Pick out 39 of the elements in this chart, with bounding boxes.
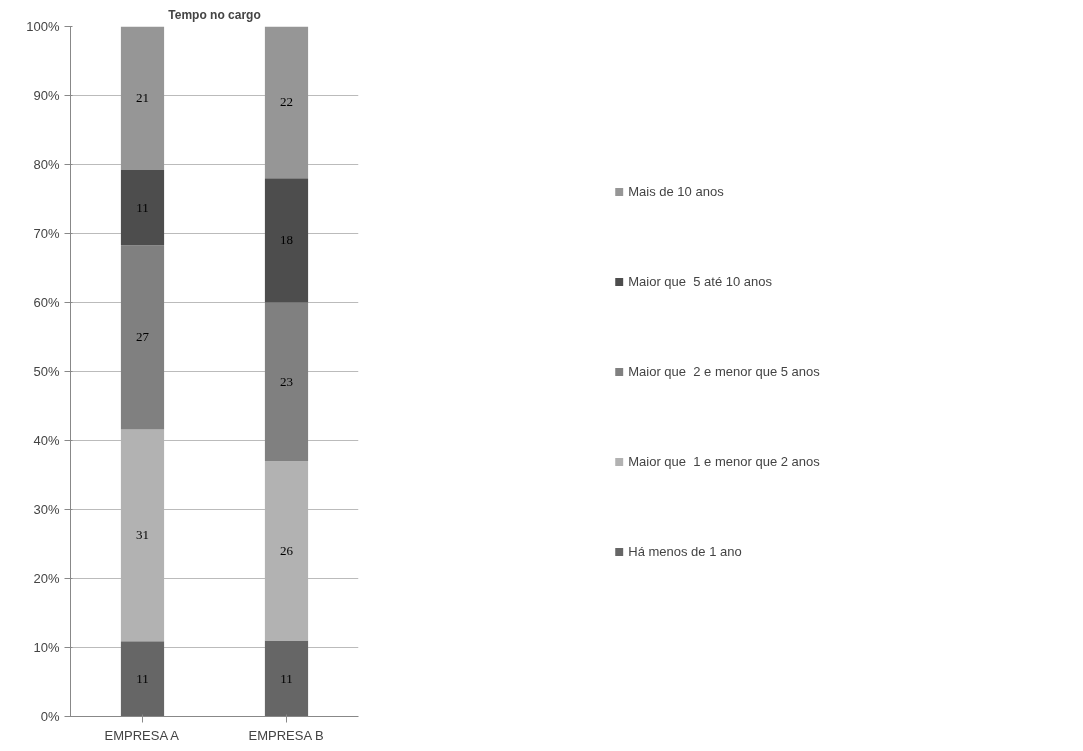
data-label: 11 [136, 199, 149, 215]
legend-label: Maior que 5 até 10 anos [628, 273, 773, 289]
y-tick-label: 50% [33, 364, 60, 379]
data-label: 31 [136, 527, 149, 543]
bar [264, 640, 309, 717]
y-tick-label: 60% [33, 295, 60, 310]
bar [120, 245, 165, 430]
legend-label: Maior que 1 e menor que 2 anos [628, 453, 820, 469]
data-label: 11 [136, 670, 149, 686]
legend-label: Maior que 2 e menor que 5 anos [628, 363, 820, 379]
y-tick-label: 10% [33, 640, 60, 655]
y-tick-label: 0% [40, 709, 60, 724]
x-tick-label: EMPRESA B [248, 727, 324, 743]
data-label: 11 [280, 670, 293, 686]
bar [120, 170, 165, 246]
y-tick-label: 70% [33, 226, 60, 241]
data-label: 21 [136, 90, 149, 106]
legend-label: Mais de 10 anos [628, 183, 724, 199]
y-tick-label: 30% [33, 502, 60, 517]
bar [120, 26, 165, 171]
data-label: 18 [280, 232, 293, 248]
y-tick-label: 80% [33, 157, 60, 172]
y-tick-label: 90% [33, 88, 60, 103]
bar [264, 461, 309, 641]
y-tick-label: 20% [33, 571, 60, 586]
y-tick-label: 100% [26, 19, 60, 34]
bar [264, 26, 309, 179]
bar [120, 641, 165, 717]
data-label: 22 [280, 94, 293, 110]
data-label: 26 [280, 542, 294, 558]
bar [264, 302, 309, 462]
legend-label: Há menos de 1 ano [628, 543, 742, 559]
data-label: 27 [136, 329, 150, 345]
bar [264, 178, 309, 303]
bar [120, 429, 165, 642]
data-label: 23 [280, 373, 293, 389]
chart-title: Tempo no cargo [168, 7, 261, 22]
y-tick-label: 40% [33, 433, 60, 448]
x-tick-label: EMPRESA A [104, 727, 180, 743]
